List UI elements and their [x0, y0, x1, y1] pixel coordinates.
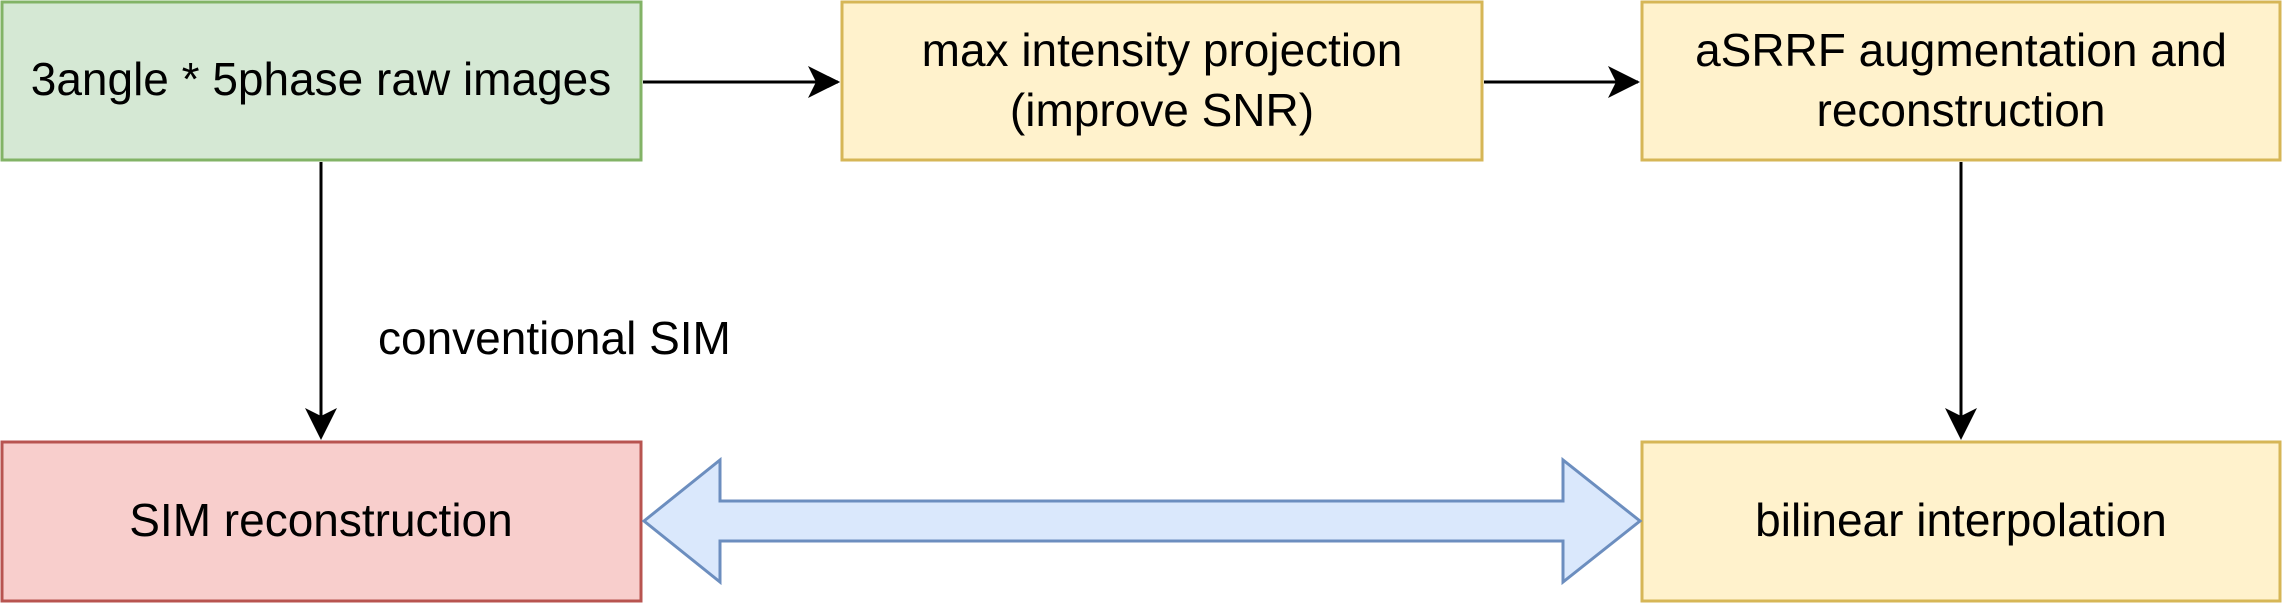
node-asrrf-label-line1: aSRRF augmentation and: [1695, 24, 2227, 76]
node-sim-reconstruction: SIM reconstruction: [0, 440, 643, 603]
arrowhead-projection-to-asrrf: [1608, 66, 1640, 98]
node-asrrf-box: [1640, 0, 2282, 162]
node-sim-reconstruction-label: SIM reconstruction: [129, 494, 512, 546]
node-asrrf: aSRRF augmentation and reconstruction: [1640, 0, 2282, 162]
node-raw-images: 3angle * 5phase raw images: [0, 0, 643, 162]
node-raw-images-box: [0, 0, 643, 162]
node-max-projection-label-line2: (improve SNR): [1010, 84, 1314, 136]
node-max-projection-box: [840, 0, 1484, 162]
node-bilinear-box: [1640, 440, 2282, 603]
node-bilinear: bilinear interpolation: [1640, 440, 2282, 603]
edge-label-conventional-sim: conventional SIM: [378, 312, 731, 364]
arrowhead-raw-to-sim: [305, 408, 337, 440]
node-raw-images-label: 3angle * 5phase raw images: [31, 53, 611, 105]
arrowhead-asrrf-to-bilinear: [1945, 408, 1977, 440]
comparison-double-arrow: [641, 456, 1643, 586]
node-asrrf-label-line2: reconstruction: [1817, 84, 2106, 136]
node-sim-reconstruction-box: [0, 440, 643, 603]
node-max-projection: max intensity projection (improve SNR): [840, 0, 1484, 162]
arrowhead-raw-to-projection: [808, 66, 840, 98]
node-bilinear-label: bilinear interpolation: [1755, 494, 2167, 546]
node-max-projection-label-line1: max intensity projection: [922, 24, 1403, 76]
